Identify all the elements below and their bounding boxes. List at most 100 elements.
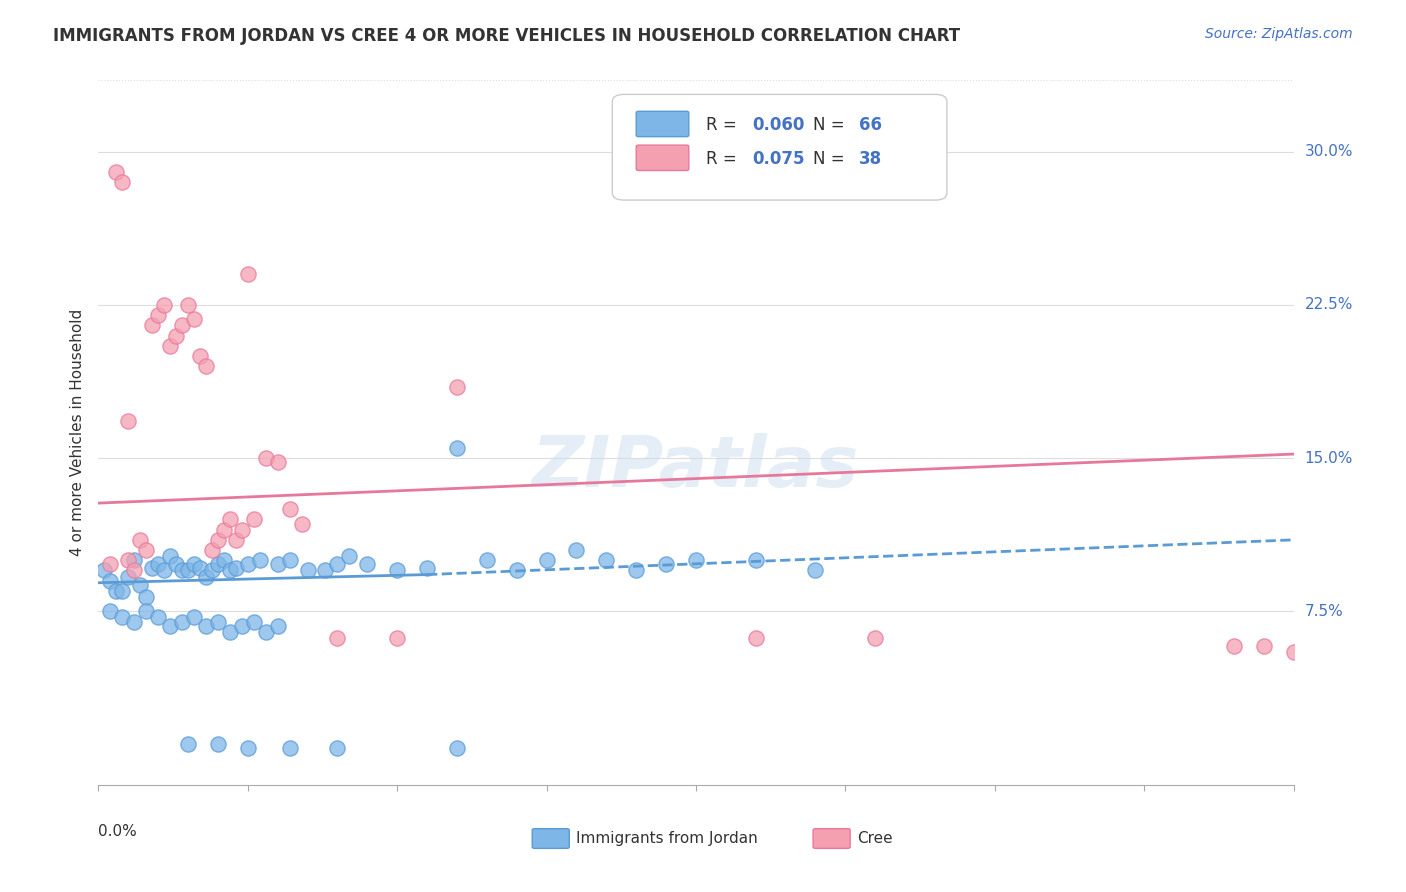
Point [745,553,768,567]
Point [385,631,409,645]
Point [207,533,229,547]
Point [231,523,253,537]
Point [291,516,314,531]
Point [105,165,128,179]
Point [207,615,229,629]
Point [172,564,194,578]
FancyBboxPatch shape [637,145,689,170]
Point [98,558,122,572]
Text: ZIPatlas: ZIPatlas [533,434,859,502]
Point [475,553,498,567]
Point [212,523,235,537]
Point [111,583,134,598]
FancyBboxPatch shape [533,829,569,848]
FancyBboxPatch shape [613,95,948,200]
Point [326,631,349,645]
Text: 15.0%: 15.0% [1305,450,1353,466]
Point [124,553,146,567]
Point [148,558,170,572]
Point [183,312,205,326]
Point [117,414,139,428]
Point [254,451,277,466]
Text: R =: R = [706,150,741,169]
Text: Source: ZipAtlas.com: Source: ZipAtlas.com [1205,27,1353,41]
Point [141,318,163,333]
Point [278,502,301,516]
Point [148,308,170,322]
Point [177,564,200,578]
Point [105,583,128,598]
Point [326,558,349,572]
Point [267,558,290,572]
Point [124,615,146,629]
Point [219,512,242,526]
Point [356,558,378,572]
Point [195,618,218,632]
Point [339,549,361,564]
Text: IMMIGRANTS FROM JORDAN VS CREE 4 OR MORE VEHICLES IN HOUSEHOLD CORRELATION CHART: IMMIGRANTS FROM JORDAN VS CREE 4 OR MORE… [53,27,960,45]
Point [207,558,229,572]
Point [267,455,290,469]
Y-axis label: 4 or more Vehicles in Household: 4 or more Vehicles in Household [69,309,84,557]
Point [315,564,337,578]
Point [201,543,224,558]
Text: 30.0%: 30.0% [1305,145,1353,160]
Point [278,741,301,756]
Point [219,624,242,639]
Point [165,558,187,572]
Point [506,564,529,578]
Point [865,631,887,645]
Point [111,610,134,624]
Text: 7.5%: 7.5% [1305,604,1343,619]
Point [165,328,187,343]
Point [195,359,218,374]
Point [297,564,319,578]
Point [207,737,229,751]
Point [626,564,648,578]
Point [326,741,349,756]
Point [124,564,146,578]
Text: N =: N = [813,116,851,134]
FancyBboxPatch shape [813,829,851,848]
Point [195,569,218,583]
FancyBboxPatch shape [637,112,689,136]
Point [93,564,115,578]
Point [243,512,266,526]
Point [236,741,259,756]
Point [129,533,152,547]
Point [98,604,122,618]
Point [565,543,588,558]
Point [243,615,266,629]
Point [212,553,235,567]
Point [254,624,277,639]
Point [159,618,181,632]
Point [141,561,163,575]
Point [188,561,211,575]
Point [1282,645,1305,659]
Text: R =: R = [706,116,741,134]
Point [446,741,468,756]
Point [536,553,558,567]
Text: 66: 66 [859,116,882,134]
Point [117,569,139,583]
Point [98,574,122,588]
Text: Cree: Cree [858,831,893,846]
Point [153,564,176,578]
Point [225,561,247,575]
Point [135,590,157,604]
Text: Immigrants from Jordan: Immigrants from Jordan [576,831,758,846]
Point [1223,639,1246,653]
Text: 0.075: 0.075 [752,150,804,169]
Text: 38: 38 [859,150,882,169]
Text: 22.5%: 22.5% [1305,297,1353,312]
Point [278,553,301,567]
Point [685,553,707,567]
Text: N =: N = [813,150,851,169]
Point [236,268,259,282]
Point [117,553,139,567]
Point [188,349,211,363]
Point [236,558,259,572]
Point [177,298,200,312]
Point [201,564,224,578]
Point [446,441,468,455]
